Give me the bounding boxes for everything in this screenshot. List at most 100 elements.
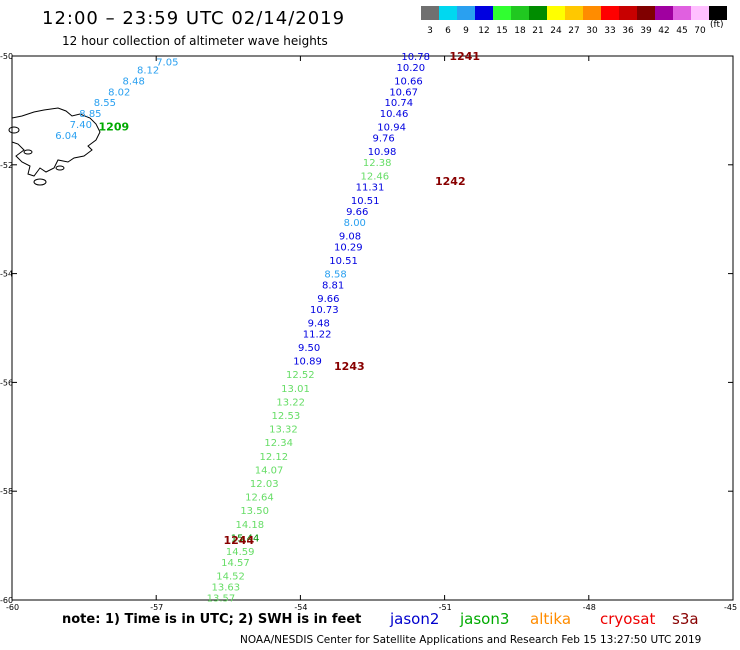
wave-height-label: 12.03 bbox=[250, 479, 279, 490]
island-shape bbox=[23, 149, 33, 155]
wave-height-label: 10.73 bbox=[310, 305, 339, 316]
title: 12:00 – 23:59 UTC 02/14/2019 bbox=[42, 8, 346, 29]
wave-height-label: 10.29 bbox=[334, 242, 363, 253]
legend-label: 30 bbox=[586, 26, 598, 36]
wave-height-label: 10.51 bbox=[351, 196, 380, 207]
wave-height-label: 14.18 bbox=[236, 520, 265, 531]
wave-height-label: 8.00 bbox=[344, 218, 366, 229]
wave-height-label: 10.94 bbox=[377, 123, 406, 134]
legend-swatch bbox=[691, 6, 709, 20]
island-shape bbox=[33, 178, 47, 186]
legend-swatch bbox=[673, 6, 691, 20]
legend-swatch bbox=[457, 6, 475, 20]
subtitle: 12 hour collection of altimeter wave hei… bbox=[62, 34, 328, 48]
legend-label: 39 bbox=[640, 26, 652, 36]
satellite-jason2: jason2 bbox=[390, 610, 440, 628]
wave-height-label: 13.01 bbox=[281, 384, 310, 395]
legend-label: 42 bbox=[658, 26, 670, 36]
wave-height-label: 14.52 bbox=[216, 572, 245, 583]
wave-height-label: 13.32 bbox=[269, 425, 298, 436]
wave-height-label: 10.89 bbox=[293, 357, 322, 368]
legend-label: 70 bbox=[694, 26, 706, 36]
legend-label: 15 bbox=[496, 26, 508, 36]
wave-height-label: 8.58 bbox=[324, 270, 346, 281]
legend-label: 45 bbox=[676, 26, 688, 36]
legend-label: 21 bbox=[532, 26, 544, 36]
pass-id-label: 1242 bbox=[435, 175, 466, 188]
legend-swatch bbox=[547, 6, 565, 20]
wave-height-label: 12.53 bbox=[272, 411, 301, 422]
wave-height-label: 14.59 bbox=[226, 547, 255, 558]
wave-height-label: 14.07 bbox=[255, 465, 284, 476]
lat-tick-label: -60 bbox=[0, 596, 13, 605]
lon-tick-label: -48 bbox=[583, 603, 596, 612]
legend-label: 12 bbox=[478, 26, 490, 36]
wave-height-label: 9.08 bbox=[339, 232, 361, 243]
legend-label: 27 bbox=[568, 26, 580, 36]
island-shape bbox=[55, 165, 65, 171]
wave-height-label: 9.66 bbox=[317, 294, 339, 305]
wave-height-label: 8.85 bbox=[79, 109, 101, 120]
legend-label: 3 bbox=[427, 26, 433, 36]
lon-tick-label: -60 bbox=[6, 603, 19, 612]
legend-swatch bbox=[421, 6, 439, 20]
wave-height-label: 10.20 bbox=[397, 63, 426, 74]
legend-swatch bbox=[511, 6, 529, 20]
legend-swatch bbox=[475, 6, 493, 20]
wave-height-label: 8.81 bbox=[322, 280, 344, 291]
wave-height-label: 13.22 bbox=[276, 397, 305, 408]
satellite-altika: altika bbox=[530, 610, 572, 628]
wave-height-label: 9.48 bbox=[308, 319, 330, 330]
pass-id-label: 1244 bbox=[223, 534, 254, 547]
pass-id-label: 1243 bbox=[334, 360, 365, 373]
legend-swatch bbox=[565, 6, 583, 20]
lon-tick-label: -57 bbox=[150, 603, 163, 612]
wave-height-label: 12.38 bbox=[363, 158, 392, 169]
credit-line: NOAA/NESDIS Center for Satellite Applica… bbox=[240, 634, 702, 646]
wave-height-label: 9.66 bbox=[346, 207, 368, 218]
legend-swatch bbox=[601, 6, 619, 20]
wave-height-label: 11.22 bbox=[303, 329, 332, 340]
wave-height-label: 10.98 bbox=[368, 147, 397, 158]
wave-height-label: 10.74 bbox=[385, 98, 414, 109]
wave-height-label: 10.66 bbox=[394, 76, 423, 87]
wave-height-label: 13.50 bbox=[240, 506, 269, 517]
unit-label: (ft) bbox=[710, 20, 724, 30]
wave-height-label: 11.31 bbox=[356, 183, 385, 194]
legend-swatch bbox=[529, 6, 547, 20]
legend-label: 33 bbox=[604, 26, 616, 36]
wave-height-label: 10.46 bbox=[380, 109, 409, 120]
wave-height-label: 8.12 bbox=[137, 66, 159, 77]
wave-height-label: 14.57 bbox=[221, 558, 250, 569]
wave-height-label: 9.76 bbox=[373, 134, 395, 145]
satellite-s3a: s3a bbox=[672, 610, 699, 628]
satellite-cryosat: cryosat bbox=[600, 610, 656, 628]
legend-label: 6 bbox=[445, 26, 451, 36]
legend-swatch bbox=[709, 6, 727, 20]
lon-tick-label: -51 bbox=[439, 603, 452, 612]
coastline-shape bbox=[11, 107, 101, 177]
wave-height-label: 12.64 bbox=[245, 493, 274, 504]
lat-tick-label: -58 bbox=[0, 487, 13, 496]
wave-height-label: 8.48 bbox=[123, 76, 145, 87]
lon-tick-label: -45 bbox=[724, 603, 737, 612]
wave-height-label: 8.02 bbox=[108, 87, 130, 98]
island-shape bbox=[8, 126, 20, 134]
lat-tick-label: -54 bbox=[0, 270, 13, 279]
wave-height-label: 12.12 bbox=[260, 452, 289, 463]
legend-label: 18 bbox=[514, 26, 526, 36]
pass-id-label: 1209 bbox=[99, 121, 130, 134]
lon-tick-label: -54 bbox=[294, 603, 307, 612]
legend-swatch bbox=[439, 6, 457, 20]
legend-swatch bbox=[655, 6, 673, 20]
map-frame bbox=[11, 55, 734, 601]
legend-swatch bbox=[619, 6, 637, 20]
legend-swatch bbox=[583, 6, 601, 20]
wave-height-label: 13.57 bbox=[207, 593, 236, 604]
legend-label: 36 bbox=[622, 26, 634, 36]
satellite-jason3: jason3 bbox=[460, 610, 510, 628]
lat-tick-label: -52 bbox=[0, 161, 13, 170]
wave-height-label: 10.67 bbox=[389, 87, 418, 98]
coastline bbox=[8, 107, 101, 186]
